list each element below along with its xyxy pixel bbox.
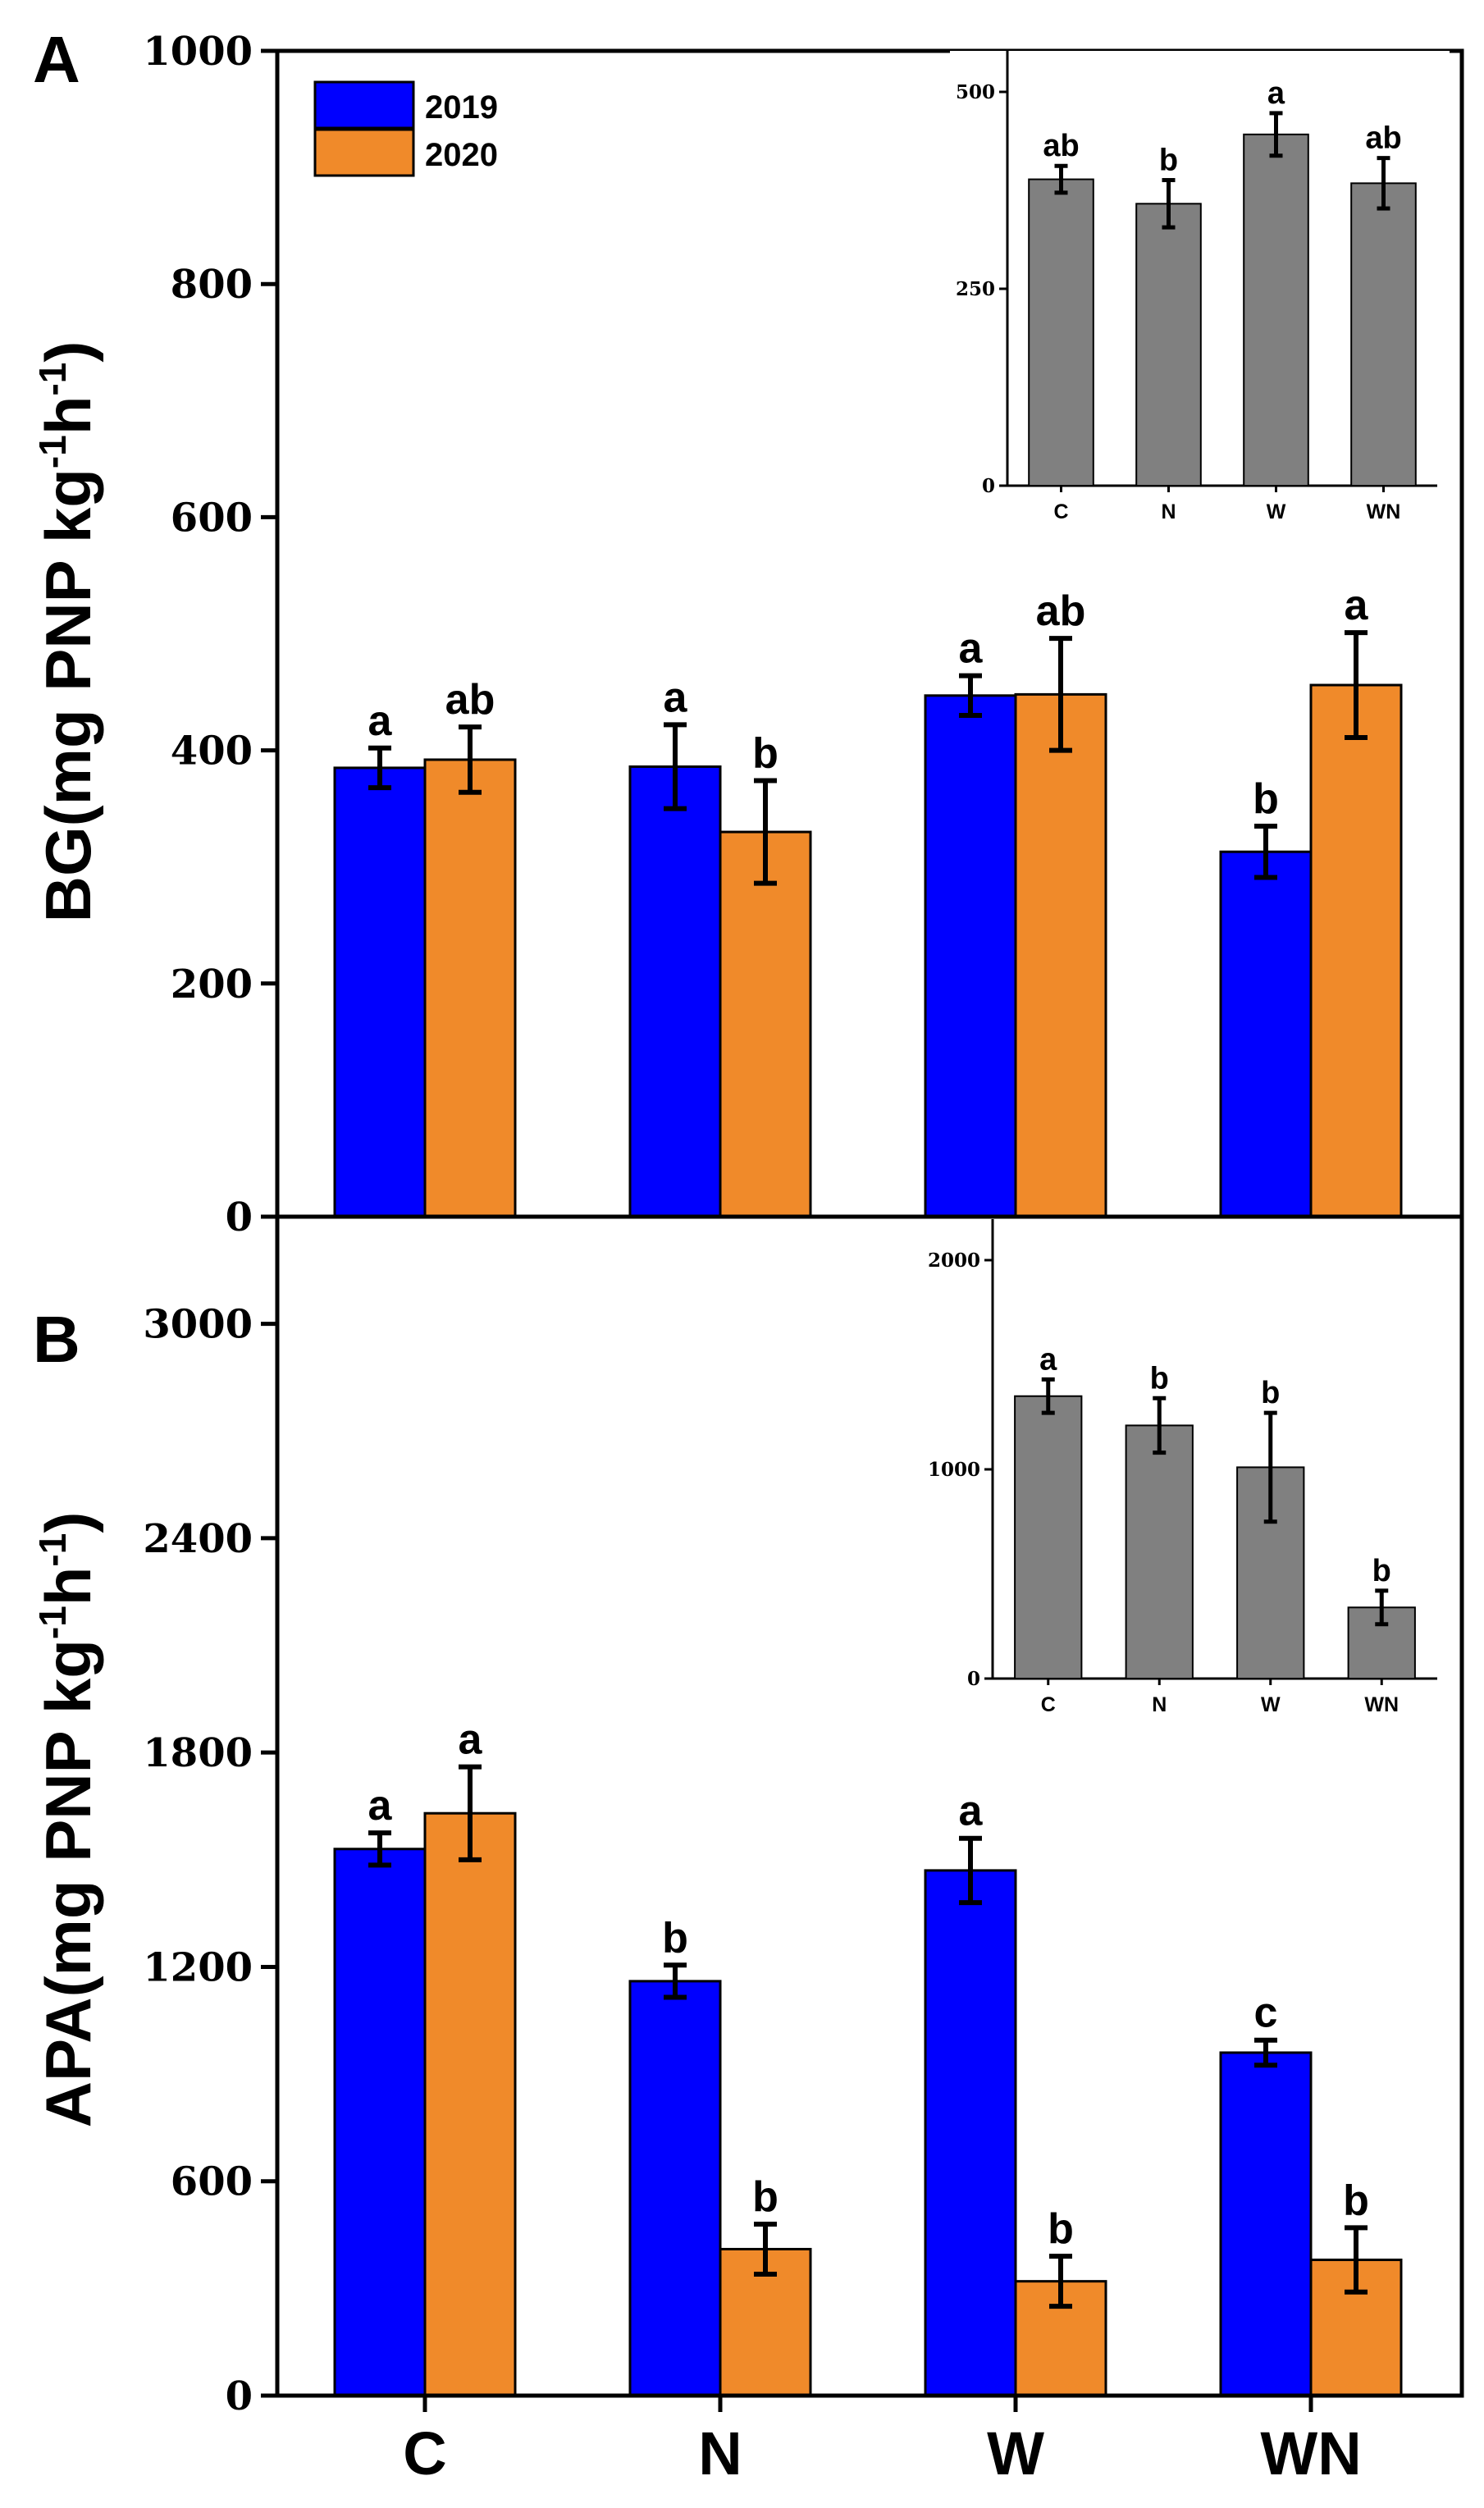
legend-swatch-2020 [313,128,415,177]
inset-x-tick-label: WN [1364,1693,1399,1716]
inset-x-tick-label: W [1267,500,1286,523]
inset-x-tick-label: N [1161,500,1176,523]
inset-x-tick-label: WN [1367,500,1401,523]
y-axis-label-sup: -1 [31,435,74,468]
bar-2019-C [333,1848,427,2397]
x-tick-label: WN [1260,2419,1361,2487]
significance-label: b [752,730,779,778]
inset-chart-A: 0 250 500 ab Cb Na Wab WN [950,51,1450,527]
inset-x-tick-label: N [1152,1693,1167,1716]
significance-label: b [1048,2205,1074,2253]
inset-bar-W [1243,133,1309,487]
y-tick-label: 0 [226,2373,253,2419]
y-axis-label-main: BG(mg PNP kg [32,468,104,922]
inset-chart-B: 0 1000 2000 a Cb Nb Wb WN [928,1219,1450,1720]
inset-x-tick-label: C [1041,1693,1056,1716]
inset-bar-N [1135,203,1202,487]
y-tick-label: 3000 [143,1302,253,1348]
inset-significance-label: a [1267,76,1285,111]
significance-label: c [1254,1989,1278,2037]
y-tick-label: 800 [171,262,253,308]
y-tick-label: 2400 [143,1516,253,1562]
bar-2019-WN [1219,850,1313,1218]
inset-bar-C [1028,178,1094,487]
panel-letter: A [33,23,80,96]
x-tick-label: C [403,2419,446,2487]
y-tick-label: 200 [171,962,253,1007]
legend-label: 2020 [425,137,498,173]
y-axis-label-end: ) [32,1512,104,1533]
inset-significance-label: ab [1365,121,1401,156]
inset-significance-label: b [1372,1554,1391,1588]
y-axis-label: APA(mg PNP kg-1h-1) [31,1512,104,2128]
inset-y-tick-label: 0 [982,475,995,497]
significance-label: a [959,625,984,673]
inset-bar-N [1125,1424,1194,1679]
y-axis-label-sup: -1 [31,363,74,396]
inset-y-tick-label: 250 [956,278,995,300]
significance-label: a [664,674,688,721]
bar-2020-C [423,758,517,1218]
bar-2020-C [423,1811,517,2397]
significance-label: a [368,697,393,745]
bar-2020-W [1014,692,1107,1218]
y-tick-label: 600 [171,495,253,541]
significance-label: a [1345,582,1369,629]
y-axis-label-sup: -1 [31,1533,74,1567]
inset-y-tick-label: 0 [967,1668,980,1690]
inset-significance-label: a [1039,1342,1057,1377]
bar-2019-WN [1219,2051,1313,2397]
inset-y-tick-label: 1000 [928,1459,980,1481]
inset-significance-label: b [1150,1361,1169,1396]
panel-B: 0 600 1200 1800 2400 3000 a b a c a b b b B APA(mg PNP … [31,1214,1464,2487]
inset-significance-label: b [1261,1376,1280,1410]
y-tick-label: 1200 [143,1944,253,1990]
inset-significance-label: ab [1043,129,1079,163]
y-axis-label-end: ) [32,341,104,363]
inset-significance-label: b [1159,144,1178,178]
significance-label: a [959,1788,984,1835]
y-axis-label-unit: h [32,396,104,436]
legend: 2019 2020 [313,80,498,177]
inset-y-tick-label: 2000 [928,1249,980,1272]
inset-x-tick-label: W [1261,1693,1281,1716]
bar-2019-C [333,766,427,1218]
y-tick-label: 400 [171,729,253,774]
legend-label: 2019 [425,89,498,126]
inset-y-tick-label: 500 [956,81,995,103]
inset-bar-C [1014,1395,1083,1679]
panel-letter: B [33,1303,80,1376]
significance-label: b [752,2173,779,2221]
x-tick-label: N [698,2419,742,2487]
bar-2020-N [719,830,812,1218]
x-tick-label: W [987,2419,1044,2487]
y-tick-label: 600 [171,2159,253,2205]
bar-2019-N [628,1980,722,2397]
y-axis-label-sup: -1 [31,1606,74,1639]
bar-2019-N [628,765,722,1218]
y-tick-label: 1000 [143,29,253,75]
bar-2019-W [924,1869,1017,2397]
y-axis-label: BG(mg PNP kg-1h-1) [31,341,104,923]
y-tick-label: 1800 [143,1730,253,1776]
bar-2019-W [924,694,1017,1218]
y-tick-label: 0 [226,1195,253,1240]
y-axis-label-unit: h [32,1567,104,1606]
significance-label: b [1343,2177,1369,2224]
legend-swatch-2019 [313,80,415,130]
significance-label: a [459,1716,483,1764]
significance-label: ab [1036,587,1086,635]
inset-bar-WN [1350,182,1417,487]
bar-2020-WN [1309,683,1403,1218]
significance-label: a [368,1782,393,1830]
significance-label: b [1253,775,1279,823]
plot-frame [275,1214,1464,2398]
inset-x-tick-label: C [1053,500,1068,523]
y-axis-label-main: APA(mg PNP kg [32,1639,104,2127]
significance-label: ab [445,676,495,724]
significance-label: b [662,1914,688,1962]
